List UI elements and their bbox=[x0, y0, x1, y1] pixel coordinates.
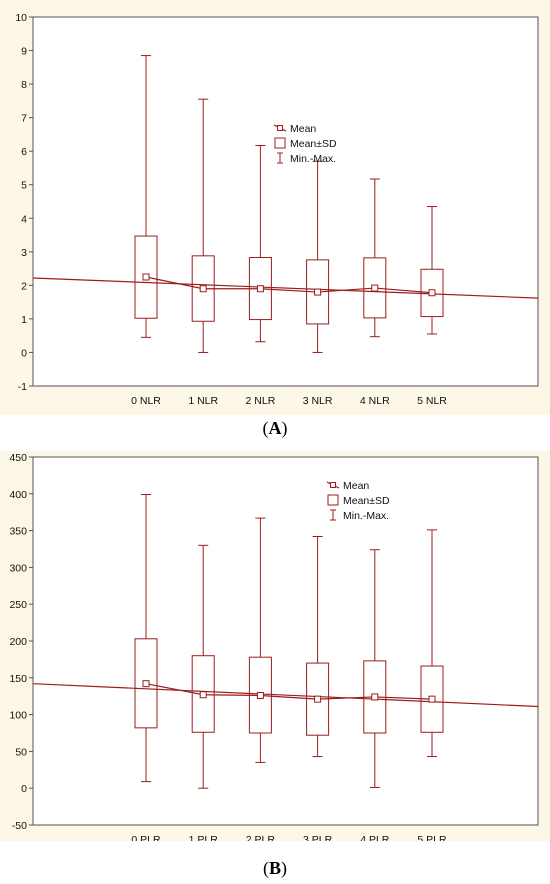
mean-marker bbox=[199, 691, 207, 699]
chart-panel-a: -1 0 1 2 3 4 5 6 7 8 9 10 0 NLR 1 NLR 2 NLR 3 NLR 4 NLR 5… bbox=[0, 0, 550, 415]
mean-marker bbox=[199, 285, 207, 293]
mean-marker bbox=[314, 288, 322, 296]
y-tick-label: 100 bbox=[9, 710, 27, 722]
sd-box bbox=[420, 268, 444, 318]
plot-area bbox=[32, 16, 539, 387]
sd-box bbox=[306, 662, 330, 736]
box-0 bbox=[134, 55, 158, 338]
caption-a-letter: A bbox=[268, 418, 282, 438]
y-tick-label: 6 bbox=[21, 146, 27, 158]
caption-a: (A) bbox=[262, 418, 288, 438]
caption-b: (B) bbox=[262, 858, 287, 878]
legend: Mean Mean±SD Min.-Max. bbox=[326, 480, 390, 522]
y-tick-label: 5 bbox=[21, 180, 27, 192]
x-tick-label: 0 NLR bbox=[131, 395, 161, 407]
sd-box bbox=[191, 655, 215, 733]
x-tick-label: 2 NLR bbox=[246, 395, 276, 407]
x-tick-label: 1 PLR bbox=[189, 834, 219, 841]
legend-minmax-label: Min.-Max. bbox=[290, 153, 336, 165]
chart-panel-b: -50 0 50 100 150 200 250 300 350 400 450 0 PLR 1 PLR… bbox=[0, 451, 550, 841]
mean-marker bbox=[314, 695, 322, 703]
sd-box bbox=[306, 259, 330, 325]
y-tick-label: 0 bbox=[21, 347, 27, 359]
y-tick-label: 9 bbox=[21, 46, 27, 58]
legend-mean-label: Mean bbox=[343, 480, 369, 492]
legend-sd-box bbox=[327, 494, 339, 506]
mean-marker bbox=[142, 273, 150, 281]
y-tick-label: 1 bbox=[21, 314, 27, 326]
legend-mean-label: Mean bbox=[290, 123, 316, 135]
y-tick-label: 10 bbox=[15, 12, 27, 24]
legend-sd-label: Mean±SD bbox=[343, 495, 390, 507]
sd-box bbox=[248, 656, 272, 734]
mean-marker bbox=[371, 693, 379, 701]
box-3 bbox=[306, 160, 330, 353]
sd-box bbox=[420, 665, 444, 733]
x-tick-label: 0 PLR bbox=[131, 834, 161, 841]
trend-line bbox=[32, 683, 539, 708]
box-3 bbox=[306, 535, 330, 758]
box-1 bbox=[191, 98, 215, 353]
sd-box bbox=[248, 257, 272, 321]
trend-line bbox=[32, 277, 539, 299]
mean-marker bbox=[428, 695, 436, 703]
sd-box bbox=[191, 255, 215, 322]
x-tick-label: 4 NLR bbox=[360, 395, 390, 407]
y-tick-label: 300 bbox=[9, 562, 27, 574]
y-tick-label: 400 bbox=[9, 489, 27, 501]
mean-marker bbox=[371, 284, 379, 292]
x-tick-label: 1 NLR bbox=[188, 395, 218, 407]
x-tick-label: 3 NLR bbox=[303, 395, 333, 407]
chart-b-svg: -50 0 50 100 150 200 250 300 350 400 450 0 PLR 1 PLR… bbox=[0, 451, 550, 841]
chart-a-svg: -1 0 1 2 3 4 5 6 7 8 9 10 0 NLR 1 NLR 2 NLR 3 NLR 4 NLR 5… bbox=[0, 0, 550, 415]
sd-box bbox=[363, 257, 387, 319]
y-tick-label: 50 bbox=[15, 746, 27, 758]
y-tick-label: 0 bbox=[21, 783, 27, 795]
y-tick-label: 4 bbox=[21, 213, 27, 225]
y-tick-label: 3 bbox=[21, 247, 27, 259]
x-tick-label: 5 NLR bbox=[417, 395, 447, 407]
y-tick-label: 250 bbox=[9, 599, 27, 611]
legend: Mean Mean±SD Min.-Max. bbox=[273, 123, 337, 165]
mean-marker bbox=[256, 285, 264, 293]
box-1 bbox=[191, 544, 215, 789]
y-tick-label: 350 bbox=[9, 526, 27, 538]
legend-sd-box bbox=[274, 137, 286, 149]
box-2 bbox=[248, 517, 272, 763]
y-tick-label: 7 bbox=[21, 113, 27, 125]
mean-line bbox=[145, 683, 433, 700]
box-5 bbox=[420, 206, 444, 335]
sd-box bbox=[363, 660, 387, 734]
y-tick-label: 150 bbox=[9, 673, 27, 685]
box-0 bbox=[134, 494, 158, 783]
sd-box bbox=[134, 638, 158, 729]
mean-marker bbox=[256, 691, 264, 699]
y-tick-label: 450 bbox=[9, 452, 27, 464]
box-2 bbox=[248, 144, 272, 343]
mean-line bbox=[145, 276, 433, 294]
legend-mean-marker bbox=[277, 125, 283, 131]
legend-minmax-label: Min.-Max. bbox=[343, 510, 389, 522]
y-tick-label: -1 bbox=[18, 381, 27, 393]
sd-box bbox=[134, 235, 158, 319]
y-tick-label: -50 bbox=[12, 820, 27, 832]
y-tick-label: 8 bbox=[21, 79, 27, 91]
x-tick-label: 4 PLR bbox=[360, 834, 390, 841]
legend-mean-marker bbox=[330, 482, 336, 488]
x-tick-label: 5 PLR bbox=[417, 834, 447, 841]
y-tick-label: 2 bbox=[21, 280, 27, 292]
mean-marker bbox=[142, 680, 150, 688]
box-4 bbox=[363, 178, 387, 338]
x-tick-label: 2 PLR bbox=[246, 834, 276, 841]
mean-marker bbox=[428, 289, 436, 297]
caption-b-letter: B bbox=[268, 858, 281, 878]
plot-area bbox=[32, 456, 539, 826]
legend-sd-label: Mean±SD bbox=[290, 138, 337, 150]
box-5 bbox=[420, 529, 444, 758]
box-4 bbox=[363, 549, 387, 788]
x-tick-label: 3 PLR bbox=[303, 834, 333, 841]
y-tick-label: 200 bbox=[9, 636, 27, 648]
